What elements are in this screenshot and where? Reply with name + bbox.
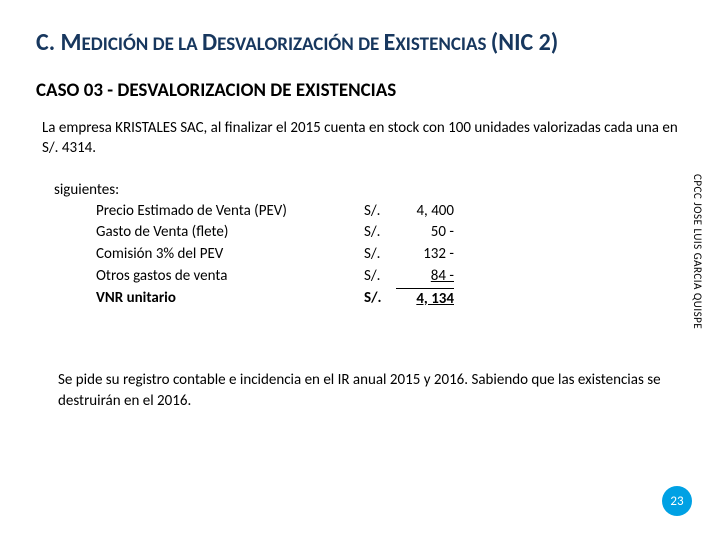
calc-value: 84 - — [396, 266, 454, 288]
page-number-badge: 23 — [662, 486, 692, 516]
title-part: E — [384, 28, 396, 57]
calc-label: Precio Estimado de Venta (PEV) — [54, 201, 364, 223]
calc-row: Comisión 3% del PEVS/.132 - — [54, 244, 674, 266]
calc-value: 50 - — [396, 222, 454, 244]
title-part: XISTENCIAS — [395, 33, 490, 56]
calc-label: Comisión 3% del PEV — [54, 244, 364, 266]
calc-row: Precio Estimado de Venta (PEV)S/.4, 400 — [54, 201, 674, 223]
calc-value: 4, 134 — [396, 288, 454, 311]
calc-value: 4, 400 — [396, 201, 454, 223]
intro-text: La empresa KRISTALES SAC, al finalizar e… — [36, 118, 684, 159]
slide: C. MEDICIÓN DE LA DESVALORIZACIÓN DE EXI… — [0, 0, 720, 540]
title-part: (NIC 2) — [491, 28, 558, 57]
calc-label: VNR unitario — [54, 288, 364, 311]
calc-row: Otros gastos de ventaS/.84 - — [54, 266, 674, 288]
calc-label: Otros gastos de venta — [54, 266, 364, 288]
calc-value: 132 - — [396, 244, 454, 266]
calc-currency: S/. — [364, 244, 396, 266]
footer-text: Se pide su registro contable e incidenci… — [36, 370, 684, 412]
title-part: C. M — [36, 28, 82, 57]
calculation-block: siguientes: Precio Estimado de Venta (PE… — [36, 181, 684, 311]
calc-currency: S/. — [364, 266, 396, 288]
calc-currency: S/. — [364, 288, 396, 311]
calc-currency: S/. — [364, 222, 396, 244]
calc-row: Gasto de Venta (flete)S/.50 - — [54, 222, 674, 244]
slide-title: C. MEDICIÓN DE LA DESVALORIZACIÓN DE EXI… — [36, 28, 684, 57]
title-part: D — [202, 28, 217, 57]
title-part: ESVALORIZACIÓN DE — [217, 33, 383, 56]
title-part: EDICIÓN DE LA — [82, 33, 202, 56]
calc-currency: S/. — [364, 201, 396, 223]
case-subtitle: CASO 03 - DESVALORIZACION DE EXISTENCIAS — [36, 79, 684, 102]
calc-heading: siguientes: — [54, 181, 674, 199]
calc-rows: Precio Estimado de Venta (PEV)S/.4, 400G… — [54, 201, 674, 311]
author-vertical: CPCC JOSE LUIS GARCIA QUISPE — [686, 174, 704, 404]
calc-row: VNR unitarioS/.4, 134 — [54, 288, 674, 311]
calc-label: Gasto de Venta (flete) — [54, 222, 364, 244]
